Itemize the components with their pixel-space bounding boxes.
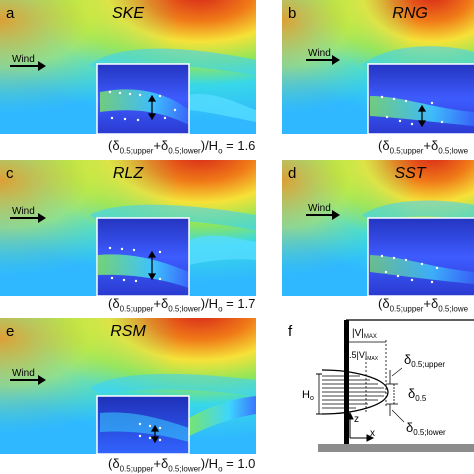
wind-arrow-d	[306, 210, 340, 220]
model-label-e: RSM	[110, 323, 146, 340]
panel-letter-c: c	[6, 165, 14, 182]
panel-e: Wind e RSM	[0, 318, 256, 454]
panel-f-schematic: f Ho |V|MAX 0.5|V|MAX δ0	[282, 318, 474, 474]
z-axis-label: z	[354, 414, 359, 425]
panel-letter-b: b	[288, 5, 296, 22]
wind-label-e: Wind	[12, 368, 35, 379]
contour-dots-c	[108, 246, 162, 283]
velocity-profile-lines	[322, 375, 386, 409]
caption-a: (δ0.5;upper+δ0.5;lower)/Ho = 1.6	[108, 138, 256, 156]
ground	[318, 444, 474, 452]
thickness-arrow-a	[147, 94, 157, 121]
model-label-a: SKE	[112, 5, 144, 22]
caption-d: (δ0.5;upper+δ0.5;lowe	[378, 296, 469, 314]
panel-letter-e: e	[6, 323, 14, 340]
panel-a: Wind a SKE	[0, 0, 256, 134]
wind-label-c: Wind	[12, 206, 35, 217]
flow-field-c: Wind c RLZ	[0, 160, 256, 296]
panel-c: Wind c RLZ	[0, 160, 256, 296]
thickness-arrow-b	[417, 104, 427, 128]
vmax-label: |V|MAX	[352, 328, 377, 340]
wind-label-d: Wind	[308, 203, 331, 214]
ratio-a: 1.6	[237, 138, 256, 153]
panel-letter-d: d	[288, 165, 296, 182]
contour-dots-e	[138, 422, 162, 442]
model-label-c: RLZ	[113, 165, 144, 182]
panel-letter-f: f	[288, 323, 293, 340]
panel-d: Wind d SST	[282, 160, 474, 296]
contour-dots-d	[380, 254, 439, 284]
wind-arrow-c	[10, 213, 46, 223]
flow-field-d: Wind d SST	[282, 160, 474, 296]
caption-e: (δ0.5;upper+δ0.5;lower)/Ho = 1.0	[108, 456, 256, 474]
contour-dots-a	[108, 90, 177, 122]
wind-arrow-a	[10, 61, 46, 71]
panel-letter-a: a	[6, 5, 15, 22]
thickness-arrow-c	[147, 250, 157, 281]
axes	[346, 411, 375, 442]
panel-b: Wind b RNG	[282, 0, 474, 134]
thickness-arrow-e	[150, 424, 160, 444]
flow-field-b: Wind b RNG	[282, 0, 474, 134]
wind-label-a: Wind	[12, 54, 35, 65]
contour-dots-b	[380, 95, 444, 126]
x-axis-label: x	[370, 428, 375, 439]
ratio-c: 1.7	[237, 296, 256, 311]
caption-b: (δ0.5;upper+δ0.5;lowe	[378, 138, 469, 156]
delta-upper-label: δ0.5;upper	[404, 352, 445, 369]
wind-arrow-e	[10, 375, 46, 385]
velocity-profile-curve	[321, 369, 389, 415]
delta-half-label: δ0.5	[408, 386, 427, 403]
model-label-d: SST	[394, 165, 426, 182]
ho-label: Ho	[302, 389, 314, 402]
wall	[344, 320, 349, 444]
model-label-b: RNG	[392, 5, 428, 22]
half-vmax-label: 0.5|V|MAX	[344, 350, 379, 362]
delta-lower-label: δ0.5;lower	[406, 420, 446, 437]
flow-field-a: Wind a SKE	[0, 0, 256, 134]
caption-c: (δ0.5;upper+δ0.5;lower)/Ho = 1.7	[108, 296, 256, 314]
jet-profile-schematic: f Ho |V|MAX 0.5|V|MAX δ0	[288, 319, 474, 452]
wind-label-b: Wind	[308, 48, 331, 59]
flow-field-e: Wind e RSM	[0, 318, 256, 454]
wind-arrow-b	[306, 55, 340, 65]
ratio-e: 1.0	[237, 456, 256, 471]
